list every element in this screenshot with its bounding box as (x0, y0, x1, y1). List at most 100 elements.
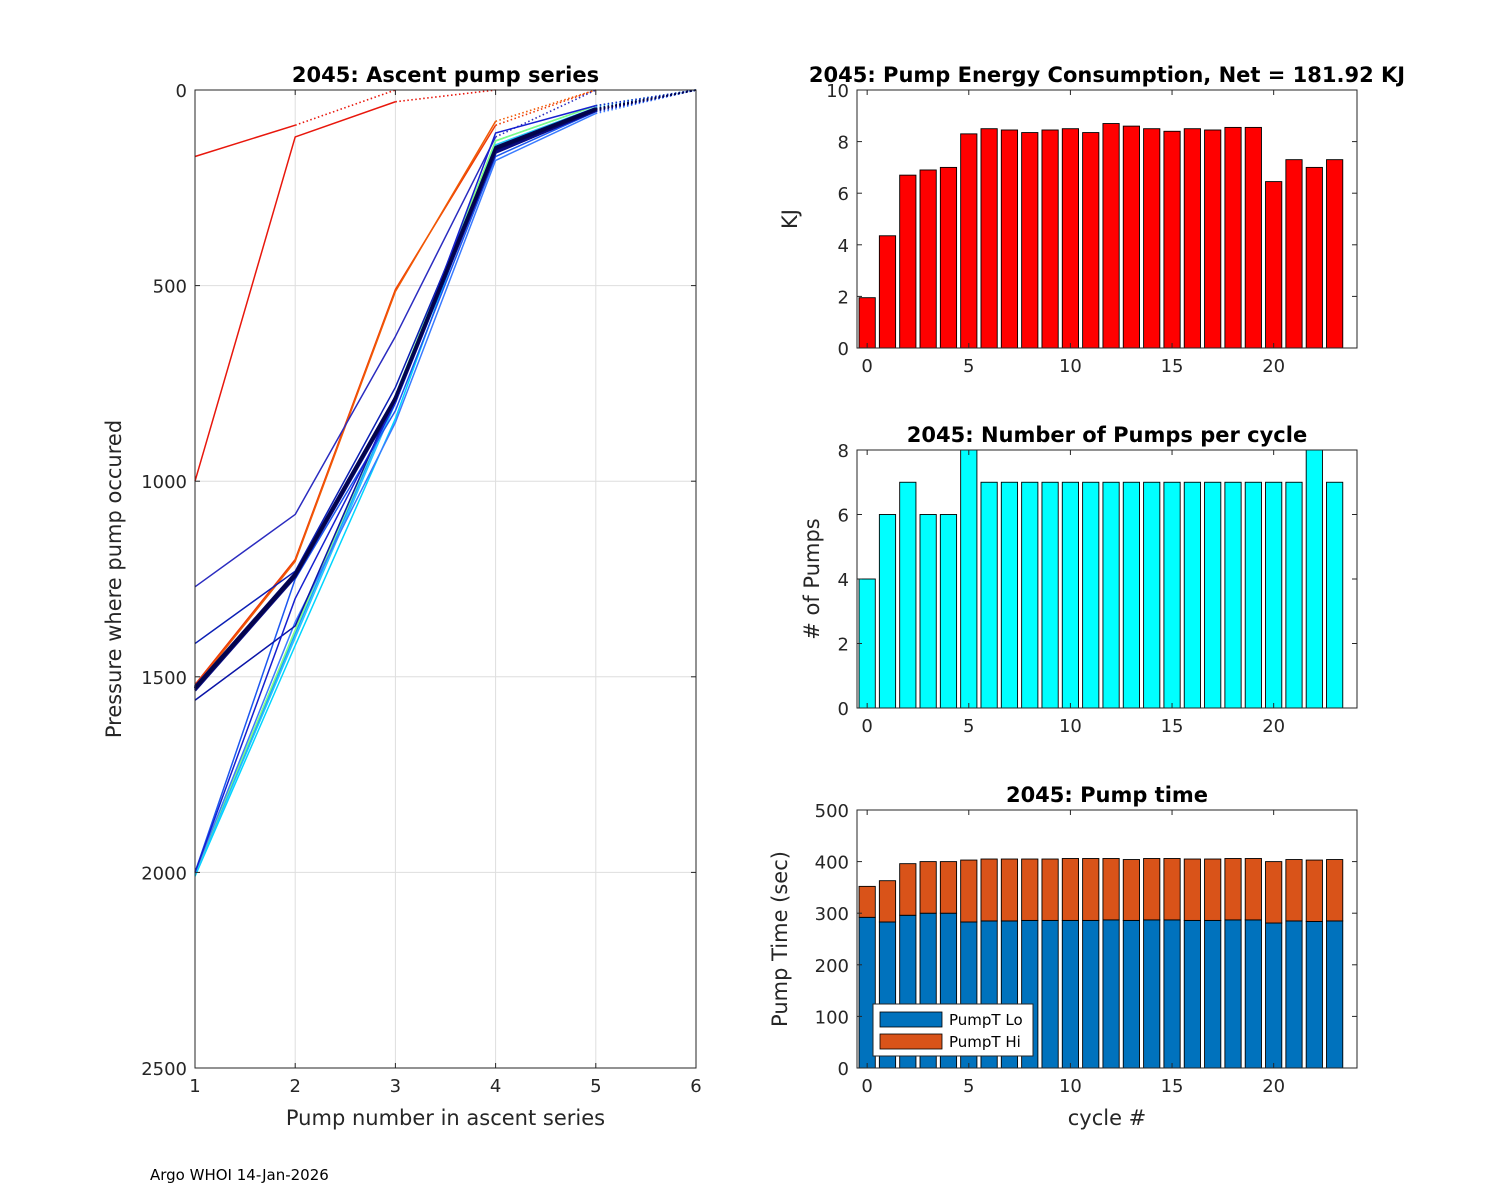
time-bar-lo-cycle-9 (1041, 919, 1059, 1069)
energy-bar-cycle-22 (1305, 166, 1323, 349)
time-bar-lo-cycle-18 (1224, 919, 1242, 1069)
energy-bar-cycle-19 (1244, 126, 1262, 349)
pumps-bar-cycle-4 (939, 514, 958, 709)
time-bar-lo-cycle-15 (1163, 919, 1181, 1069)
ascent-series-line-cycle-4 (194, 136, 497, 588)
energy-bar-cycle-23 (1326, 159, 1344, 349)
time-bar-lo-cycle-13 (1122, 919, 1140, 1069)
time-bar-lo-cycle-22 (1305, 921, 1323, 1069)
pumps-bar-cycle-12 (1102, 481, 1120, 709)
energy-bar-cycle-15 (1163, 130, 1181, 349)
ascent-y-tick-label: 1000 (141, 472, 187, 493)
energy-y-tick-label: 0 (838, 339, 849, 360)
time-bar-lo-cycle-20 (1265, 922, 1283, 1069)
energy-bar-cycle-2 (899, 174, 917, 349)
ascent-series-line-cycle-10 (194, 110, 597, 873)
footer-credit: Argo WHOI 14-Jan-2026 (150, 1166, 329, 1184)
pumps-bar-cycle-22 (1305, 449, 1323, 709)
ascent-series-line-cycle-20 (194, 104, 596, 873)
time-bar-hi-cycle-11 (1082, 858, 1100, 921)
legend-label-hi: PumpT Hi (949, 1033, 1021, 1051)
ascent-series-line-cycle-23 (194, 108, 597, 690)
energy-bar-cycle-13 (1122, 125, 1140, 349)
energy-bar-cycle-17 (1204, 129, 1222, 349)
time-bar-hi-cycle-9 (1041, 858, 1059, 921)
time-bar-hi-cycle-2 (899, 863, 917, 916)
energy-bar-cycle-21 (1285, 159, 1303, 349)
time-bar-hi-cycle-0 (858, 885, 876, 918)
time-bar-lo-cycle-23 (1326, 920, 1344, 1069)
energy-bar-cycle-11 (1082, 132, 1100, 349)
legend-swatch-lo (879, 1011, 943, 1028)
time-bar-lo-cycle-19 (1244, 919, 1262, 1069)
pumps-bar-cycle-5 (960, 449, 978, 709)
time-bar-hi-cycle-5 (960, 859, 978, 923)
time-bar-hi-cycle-8 (1021, 858, 1039, 921)
pumps-per-cycle-chart: 0 5 10 15 20 0 2 4 6 8 2045: Number of Pumps per … (800, 423, 1358, 737)
energy-bar-cycle-20 (1265, 181, 1283, 349)
time-bar-hi-cycle-3 (919, 861, 937, 914)
energy-bar-cycle-8 (1021, 132, 1039, 349)
pumps-bar-cycle-19 (1244, 481, 1262, 709)
ascent-x-tick-label: 3 (390, 1076, 401, 1097)
time-bar-hi-cycle-1 (878, 880, 897, 923)
energy-bar-cycle-1 (878, 235, 897, 349)
pumps-chart-title: 2045: Number of Pumps per cycle (907, 423, 1307, 447)
ascent-y-tick-label: 1500 (141, 668, 187, 689)
ascent-series-dotted-cycle-3 (495, 89, 597, 123)
pumps-x-tick-label: 10 (1059, 716, 1082, 737)
ascent-x-tick-label: 4 (490, 1076, 501, 1097)
ascent-series-line-cycle-1 (194, 101, 396, 482)
energy-y-tick-label: 6 (838, 184, 849, 205)
time-y-axis-label: Pump Time (sec) (768, 851, 792, 1027)
pumps-x-tick-label: 15 (1161, 716, 1184, 737)
time-bar-hi-cycle-13 (1122, 859, 1140, 921)
pumps-bar-cycle-16 (1183, 481, 1201, 709)
energy-bar-cycle-5 (960, 133, 978, 349)
pumps-bar-cycle-7 (1000, 481, 1019, 709)
energy-bar-cycle-6 (980, 128, 998, 349)
pumps-bar-cycle-9 (1041, 481, 1059, 709)
energy-y-tick-label: 2 (838, 287, 849, 308)
pumps-bar-cycle-8 (1021, 481, 1039, 709)
pumps-x-tick-label: 20 (1262, 716, 1285, 737)
time-x-axis-label: cycle # (1068, 1106, 1147, 1130)
pumps-bar-cycle-15 (1163, 481, 1181, 709)
energy-chart-title: 2045: Pump Energy Consumption, Net = 181… (809, 63, 1405, 87)
time-bar-hi-cycle-7 (1000, 858, 1019, 922)
energy-bar-cycle-4 (939, 166, 958, 349)
pumps-bar-cycle-2 (899, 481, 917, 709)
pumps-y-tick-label: 4 (838, 570, 849, 591)
time-bar-lo-cycle-17 (1204, 919, 1222, 1069)
ascent-y-tick-label: 0 (176, 81, 187, 102)
time-bar-hi-cycle-22 (1305, 859, 1323, 922)
time-bar-hi-cycle-20 (1265, 861, 1283, 924)
time-y-tick-label: 400 (815, 853, 849, 874)
pump-energy-chart: 0 5 10 15 20 0 2 4 6 8 10 2045: Pump Energy Consum… (778, 63, 1405, 377)
pumps-bar-cycle-6 (980, 481, 998, 709)
energy-bar-cycle-14 (1143, 128, 1161, 349)
pumps-x-tick-label: 5 (963, 716, 974, 737)
pump-time-legend: PumpT Lo PumpT Hi (872, 1003, 1034, 1057)
pumps-bar-cycle-10 (1061, 481, 1079, 709)
pumps-bar-cycle-17 (1204, 481, 1222, 709)
pumps-bar-cycle-11 (1082, 481, 1100, 709)
ascent-series-dotted-cycle-0 (294, 89, 396, 126)
energy-x-tick-label: 15 (1161, 356, 1184, 377)
time-bar-lo-cycle-12 (1102, 919, 1120, 1069)
energy-x-tick-label: 20 (1262, 356, 1285, 377)
pumps-bar-cycle-21 (1285, 481, 1303, 709)
time-bar-hi-cycle-23 (1326, 859, 1344, 922)
ascent-x-tick-label: 6 (690, 1076, 701, 1097)
ascent-series-dotted-cycle-23 (595, 89, 697, 111)
pumps-y-tick-label: 8 (838, 441, 849, 462)
energy-bar-cycle-10 (1061, 128, 1079, 349)
time-bar-hi-cycle-6 (980, 858, 998, 922)
time-bar-hi-cycle-17 (1204, 858, 1222, 921)
time-bar-lo-cycle-11 (1082, 919, 1100, 1069)
energy-bar-cycle-9 (1041, 129, 1059, 349)
ascent-y-tick-label: 2000 (141, 863, 187, 884)
time-x-tick-label: 15 (1161, 1076, 1184, 1097)
